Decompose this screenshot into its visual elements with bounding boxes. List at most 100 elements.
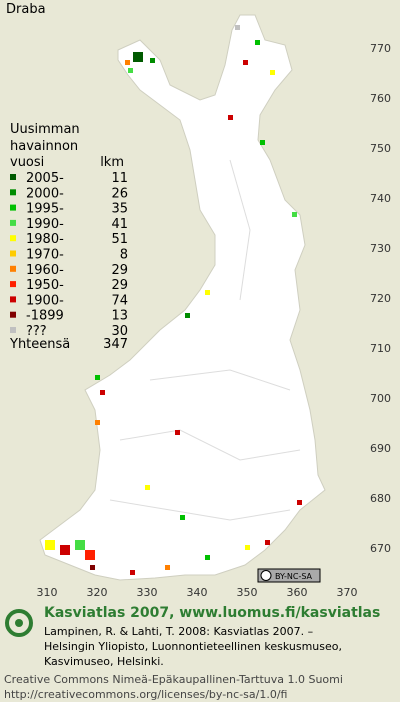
legend-swatch (10, 174, 16, 180)
legend-label: 2000- (26, 186, 64, 201)
finland-outline (39, 14, 326, 581)
square (180, 515, 185, 520)
axis-labels: 310 320 330 340 350 360 370 770 760 750 740 730 720 7… (37, 42, 392, 599)
square (235, 25, 240, 30)
footer-headline: Kasviatlas 2007, www.luomus.fi/kasviatla… (44, 605, 380, 621)
x-axis-label: 330 (137, 586, 158, 599)
legend-count: 30 (111, 324, 128, 339)
legend-label: ??? (26, 324, 47, 339)
square (45, 540, 55, 550)
square (95, 420, 100, 425)
square (255, 40, 260, 45)
legend-swatch (10, 281, 16, 288)
legend-count: 35 (111, 202, 128, 217)
legend-count: 74 (111, 293, 128, 308)
square (260, 140, 265, 145)
legend-heading: Uusimman (10, 122, 80, 137)
square (297, 500, 302, 505)
legend-label: -1899 (26, 309, 64, 324)
border (109, 499, 291, 521)
legend-count: 41 (111, 217, 128, 232)
square (128, 68, 133, 73)
citation: Helsingin Yliopisto, Luonnontieteellinen… (44, 640, 342, 653)
x-axis-label: 340 (187, 586, 208, 599)
legend-label: 1970- (26, 248, 64, 263)
legend-total: 347 (103, 337, 128, 352)
square (125, 60, 130, 65)
square (205, 555, 210, 560)
y-axis-label: 750 (370, 142, 391, 155)
title: Draba (6, 2, 46, 17)
legend-label: 1960- (26, 263, 64, 278)
square (133, 52, 143, 62)
x-axis-label: 310 (37, 586, 58, 599)
square (85, 550, 95, 560)
x-axis-label: 320 (87, 586, 108, 599)
square (270, 70, 275, 75)
square (292, 212, 297, 217)
logo-center (15, 619, 23, 627)
square (243, 60, 248, 65)
square (165, 565, 170, 570)
square (228, 115, 233, 120)
x-axis-label: 360 (287, 586, 308, 599)
y-axis-label: 670 (370, 542, 391, 555)
y-axis-label: 690 (370, 442, 391, 455)
legend-count: 51 (111, 232, 128, 247)
legend-count-header: lkm (100, 155, 124, 170)
y-axis-label: 770 (370, 42, 391, 55)
square (95, 375, 100, 380)
y-axis-label: 740 (370, 192, 391, 205)
border (229, 159, 251, 301)
legend-label: 1990- (26, 217, 64, 232)
legend-count: 8 (120, 248, 128, 263)
legend-count: 11 (111, 171, 128, 186)
y-axis-label: 720 (370, 292, 391, 305)
legend-label: 1900- (26, 293, 64, 308)
border (149, 369, 291, 391)
legend-count: 13 (111, 309, 128, 324)
border (119, 429, 301, 461)
legend-period-header: vuosi (10, 155, 44, 170)
badge-text: BY-NC-SA (275, 572, 313, 581)
square (185, 313, 190, 318)
legend-swatch (10, 235, 16, 242)
citation: Kasvimuseo, Helsinki. (44, 655, 164, 668)
legend-swatch (10, 296, 16, 303)
legend-label: 2005- (26, 171, 64, 186)
legend-label: 1995- (26, 202, 64, 217)
legend: 2005- 11 2000- 26 1995- 35 1990- 41 1980- 51 1970-… (10, 171, 128, 339)
legend-swatch (10, 250, 16, 257)
occurrence-squares (45, 25, 302, 575)
y-axis-label: 680 (370, 492, 391, 505)
license-badge: BY-NC-SA (257, 568, 321, 583)
y-axis-label: 710 (370, 342, 391, 355)
square (175, 430, 180, 435)
square (245, 545, 250, 550)
legend-swatch (10, 265, 16, 272)
legend-count: 29 (111, 278, 128, 293)
legend-swatch (10, 189, 16, 196)
square (150, 58, 155, 63)
square (60, 545, 70, 555)
logo (5, 609, 33, 637)
square (130, 570, 135, 575)
badge-box (257, 568, 321, 583)
y-axis-label: 730 (370, 242, 391, 255)
square (90, 565, 95, 570)
license-url: http://creativecommons.org/licenses/by-n… (4, 688, 287, 701)
region-borders (109, 159, 301, 521)
legend-heading: havainnon (10, 139, 78, 154)
y-axis-label: 700 (370, 392, 391, 405)
square (145, 485, 150, 490)
square (100, 390, 105, 395)
legend-swatch (10, 327, 16, 333)
license: Creative Commons Nimeä-Epäkaupallinen-Ta… (4, 673, 343, 686)
square (205, 290, 210, 295)
legend-count: 26 (111, 186, 128, 201)
legend-swatch (10, 219, 16, 226)
legend-swatch (10, 204, 16, 211)
x-axis-label: 350 (237, 586, 258, 599)
